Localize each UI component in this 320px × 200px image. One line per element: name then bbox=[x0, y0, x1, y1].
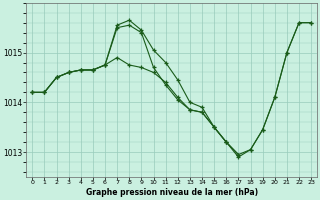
X-axis label: Graphe pression niveau de la mer (hPa): Graphe pression niveau de la mer (hPa) bbox=[86, 188, 258, 197]
